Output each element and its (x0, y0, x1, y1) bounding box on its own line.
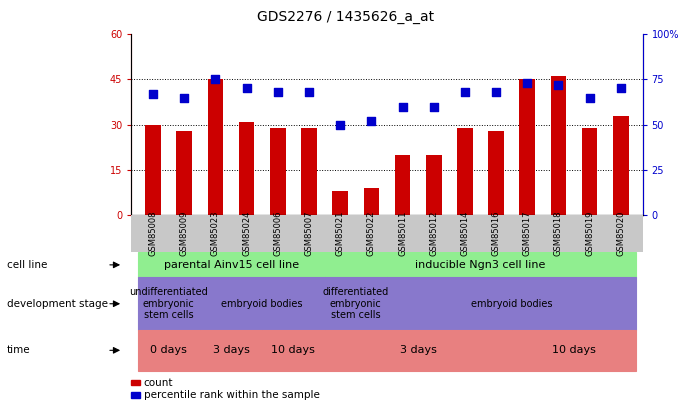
Text: GSM85008: GSM85008 (149, 211, 158, 256)
Point (397, 103, 408, 110)
Point (460, 89, 471, 95)
Bar (145, 125, 161, 215)
Text: 10 days: 10 days (272, 345, 315, 355)
Point (615, 85, 626, 92)
Point (179, 94, 190, 101)
Text: GSM85011: GSM85011 (398, 211, 407, 256)
Bar (270, 128, 285, 215)
Bar (613, 115, 629, 215)
Text: differentiated
embryonic
stem cells: differentiated embryonic stem cells (323, 287, 389, 320)
Text: inducible Ngn3 cell line: inducible Ngn3 cell line (415, 260, 546, 270)
Point (428, 103, 439, 110)
Text: GSM85009: GSM85009 (180, 211, 189, 256)
Point (522, 80, 533, 86)
Text: GSM85020: GSM85020 (616, 211, 625, 256)
Text: percentile rank within the sample: percentile rank within the sample (144, 390, 320, 400)
Text: GSM85016: GSM85016 (491, 211, 500, 256)
Bar (457, 128, 473, 215)
Bar (520, 79, 535, 215)
Bar (208, 79, 223, 215)
Text: GDS2276 / 1435626_a_at: GDS2276 / 1435626_a_at (257, 10, 434, 24)
Text: GSM85014: GSM85014 (460, 211, 469, 256)
Text: GSM85012: GSM85012 (429, 211, 438, 256)
Point (553, 82, 564, 88)
Text: 0 days: 0 days (150, 345, 187, 355)
Text: parental Ainv15 cell line: parental Ainv15 cell line (164, 260, 299, 270)
Text: GSM85006: GSM85006 (274, 211, 283, 256)
Bar (489, 130, 504, 215)
Text: GSM85007: GSM85007 (305, 211, 314, 256)
Text: GSM85019: GSM85019 (585, 211, 594, 256)
Text: embryoid bodies: embryoid bodies (222, 299, 303, 309)
Text: undifferentiated
embryonic
stem cells: undifferentiated embryonic stem cells (129, 287, 208, 320)
Point (148, 91, 159, 97)
Point (366, 118, 377, 124)
Text: 3 days: 3 days (213, 345, 249, 355)
Text: GSM85024: GSM85024 (242, 211, 251, 256)
Point (210, 76, 221, 83)
Text: GSM85017: GSM85017 (523, 211, 532, 256)
Point (491, 89, 502, 95)
Text: GSM85023: GSM85023 (211, 211, 220, 256)
Bar (301, 128, 316, 215)
Bar (363, 188, 379, 215)
Text: 10 days: 10 days (552, 345, 596, 355)
Text: development stage: development stage (7, 299, 108, 309)
Point (272, 89, 283, 95)
Bar (332, 191, 348, 215)
Bar (426, 155, 442, 215)
Bar (239, 122, 254, 215)
Bar (395, 155, 410, 215)
Bar (582, 128, 598, 215)
Text: GSM85022: GSM85022 (367, 211, 376, 256)
Point (584, 94, 595, 101)
Text: time: time (7, 345, 30, 355)
Bar (551, 77, 566, 215)
Text: count: count (144, 378, 173, 388)
Point (241, 85, 252, 92)
Text: 3 days: 3 days (399, 345, 437, 355)
Text: GSM85021: GSM85021 (336, 211, 345, 256)
Text: GSM85018: GSM85018 (554, 211, 563, 256)
Bar (176, 130, 192, 215)
Text: embryoid bodies: embryoid bodies (471, 299, 552, 309)
Point (303, 89, 314, 95)
Text: cell line: cell line (7, 260, 47, 270)
Point (334, 122, 346, 128)
